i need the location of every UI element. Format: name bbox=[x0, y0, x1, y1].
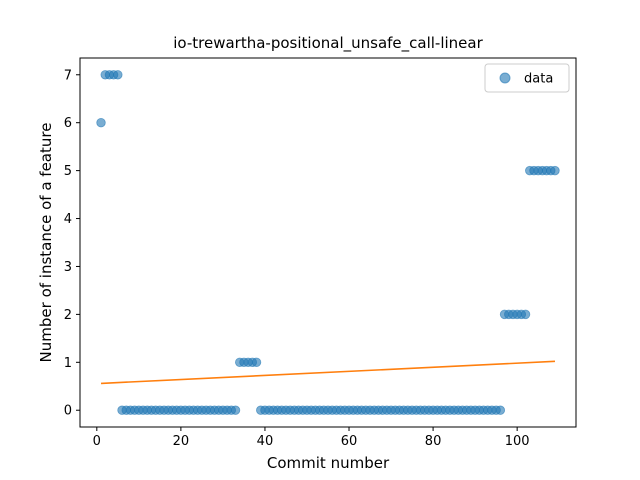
legend: data bbox=[485, 64, 569, 92]
x-tick-label: 40 bbox=[257, 434, 274, 449]
axis-ticks: 0 20 40 60 80 100 0 1 2 3 4 5 6 7 bbox=[64, 68, 530, 449]
plot-area bbox=[97, 70, 560, 414]
x-tick-label: 100 bbox=[505, 434, 530, 449]
data-point bbox=[521, 310, 530, 319]
data-point bbox=[551, 166, 560, 175]
legend-label: data bbox=[524, 72, 553, 87]
x-tick-label: 0 bbox=[93, 434, 101, 449]
x-axis-label: Commit number bbox=[267, 454, 390, 472]
x-tick-label: 60 bbox=[341, 434, 358, 449]
x-tick-label: 80 bbox=[425, 434, 442, 449]
y-tick-label: 2 bbox=[64, 308, 72, 323]
y-tick-label: 4 bbox=[64, 212, 72, 227]
data-point bbox=[496, 406, 505, 415]
chart-title: io-trewartha-positional_unsafe_call-line… bbox=[173, 34, 483, 53]
y-tick-label: 1 bbox=[64, 356, 72, 371]
data-point bbox=[231, 406, 240, 415]
legend-marker bbox=[500, 73, 510, 83]
y-tick-label: 3 bbox=[64, 260, 72, 275]
y-tick-label: 0 bbox=[64, 404, 72, 419]
data-point bbox=[252, 358, 261, 367]
x-tick-label: 20 bbox=[173, 434, 190, 449]
y-tick-label: 5 bbox=[64, 164, 72, 179]
y-tick-label: 6 bbox=[64, 116, 72, 131]
data-point bbox=[97, 118, 106, 127]
fit-line bbox=[101, 361, 555, 383]
y-axis-label: Number of instance of a feature bbox=[37, 123, 55, 363]
data-point bbox=[114, 70, 123, 79]
y-tick-label: 7 bbox=[64, 68, 72, 83]
